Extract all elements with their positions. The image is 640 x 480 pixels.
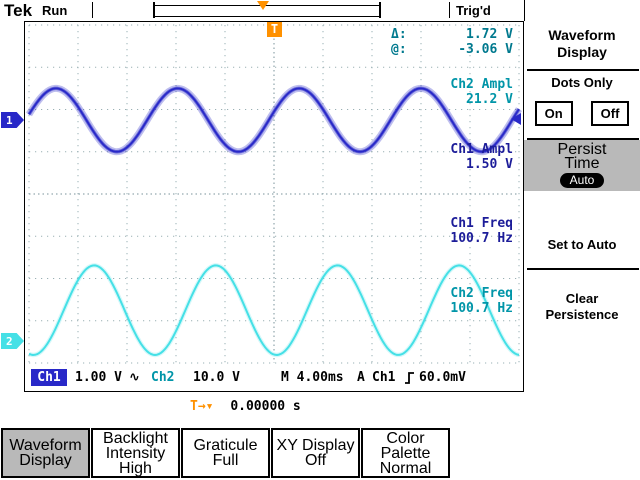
measurement-value: 21.2 V (466, 92, 513, 107)
delay-time-value: 0.00000 s (230, 399, 301, 414)
measurement-ch2-ampl: Ch2 Ampl 21.2 V (450, 77, 513, 107)
persist-label-1: Persist (557, 141, 607, 158)
measurement-ch2-freq: Ch2 Freq 100.7 Hz (450, 286, 513, 316)
ch2-scale: 10.0 V (193, 370, 240, 385)
delta-label: Δ: (391, 27, 407, 42)
trigger-level-arrow[interactable] (511, 113, 521, 125)
cursor-readout: Δ: 1.72 V @: -3.06 V (391, 27, 513, 57)
measurement-value: 1.50 V (466, 157, 513, 172)
trigger-point-flag[interactable]: T (267, 22, 282, 37)
trigger-source: Ch1 (372, 370, 396, 385)
persist-time-value: Auto (559, 173, 605, 188)
record-view-bar (153, 1, 381, 18)
rising-edge-icon (405, 372, 414, 384)
side-menu-title: Waveform Display (548, 27, 616, 60)
measurement-value: 100.7 Hz (450, 231, 513, 246)
persist-label-2: Time (564, 155, 600, 172)
dots-only-toggle: On Off (524, 101, 640, 126)
at-value: -3.06 V (458, 42, 513, 57)
graticule-and-waveforms (26, 24, 522, 364)
measurement-label: Ch2 Freq (450, 286, 513, 301)
side-menu: Waveform Display Dots Only On Off Persis… (524, 21, 640, 428)
bottom-menu: Waveform Display Backlight Intensity Hig… (0, 428, 640, 480)
clear-persistence-button[interactable]: Clear Persistence (545, 291, 619, 322)
header-divider (524, 0, 525, 21)
record-bar-right-cap (379, 2, 381, 18)
ch1-coupling-icon: ∿ (129, 370, 140, 385)
timebase-readout: M 4.00ms (281, 370, 344, 385)
menu-divider (527, 268, 639, 270)
persist-time-button[interactable]: Persist Time Auto (524, 140, 640, 191)
bottom-menu-waveform-display[interactable]: Waveform Display (1, 428, 90, 478)
trigger-status: Trig'd (456, 3, 491, 18)
bottom-menu-color-palette[interactable]: Color Palette Normal (361, 428, 450, 478)
trigger-mode: A (357, 370, 365, 385)
menu-divider (527, 138, 639, 140)
ch2-label: Ch2 (151, 370, 175, 385)
acquisition-status: Run (42, 3, 68, 18)
measurement-ch1-ampl: Ch1 Ampl 1.50 V (450, 142, 513, 172)
delay-time-readout: T→▾ 0.00000 s (190, 399, 301, 414)
dots-off-button[interactable]: Off (590, 101, 630, 126)
dots-on-button[interactable]: On (534, 101, 573, 126)
bottom-menu-backlight-intensity[interactable]: Backlight Intensity High (91, 428, 180, 478)
measurement-label: Ch2 Ampl (450, 77, 513, 92)
menu-divider (527, 69, 639, 71)
channel-1-number: 1 (6, 113, 13, 127)
header-divider (92, 2, 93, 18)
record-bar-left-cap (153, 2, 155, 18)
ch1-scale: 1.00 V (75, 370, 122, 385)
channel-2-number: 2 (6, 334, 13, 348)
set-to-auto-button[interactable]: Set to Auto (547, 237, 617, 252)
channel-2-marker[interactable]: 2 (1, 333, 24, 349)
trigger-position-icon (257, 1, 269, 10)
measurement-label: Ch1 Ampl (450, 142, 513, 157)
trigger-level-readout: 60.0mV (419, 370, 466, 385)
measurement-ch1-freq: Ch1 Freq 100.7 Hz (450, 216, 513, 246)
bottom-menu-xy-display[interactable]: XY Display Off (271, 428, 360, 478)
delta-value: 1.72 V (466, 27, 513, 42)
tek-logo: Tek (4, 1, 33, 20)
at-label: @: (391, 42, 407, 57)
channel-1-marker[interactable]: 1 (1, 112, 24, 128)
bottom-menu-graticule[interactable]: Graticule Full (181, 428, 270, 478)
ch1-badge: Ch1 (31, 369, 67, 386)
waveform-display-area: T Δ: 1.72 V @: -3.06 V Ch2 Ampl 21.2 V C… (24, 21, 524, 392)
measurement-value: 100.7 Hz (450, 301, 513, 316)
dots-only-label: Dots Only (551, 75, 613, 90)
header-divider (449, 2, 450, 18)
trigger-delay-icon: T→▾ (190, 399, 214, 414)
channel-status-bar: Ch1 1.00 V ∿ Ch2 10.0 V M 4.00ms A Ch1 6… (25, 369, 523, 389)
measurement-label: Ch1 Freq (450, 216, 513, 231)
